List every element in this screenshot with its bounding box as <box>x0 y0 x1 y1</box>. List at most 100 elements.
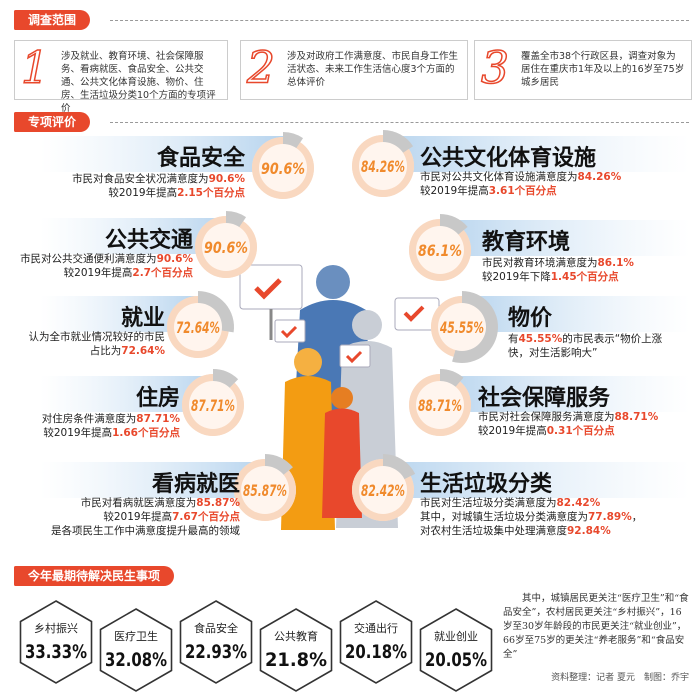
scope-text: 涉及就业、教育环境、社会保障服务、看病就医、食品安全、公共交通、公共文化体育设施… <box>61 51 216 114</box>
priority-value: 32.08% <box>105 649 167 671</box>
highlight: 85.87% <box>196 497 240 509</box>
item-title: 公共文化体育设施 <box>420 145 597 171</box>
description-line: 认为全市就业情况较好的市民 <box>29 330 166 344</box>
text: 较2019年下降 <box>482 271 551 283</box>
title-band <box>40 462 265 498</box>
text: 的市民表示“物价上涨 <box>562 333 663 345</box>
item-description: 有45.55%的市民表示“物价上涨 快，对生活影响大” <box>508 332 662 360</box>
text: 市民对社会保障服务满意度为 <box>478 411 615 423</box>
scope-box: 2 涉及对政府工作满意度、市民自身工作生活状态、未来工作生活信心度3个方面的总体评… <box>240 40 468 100</box>
text: 市民对看病就医满意度为 <box>80 497 197 509</box>
priority-hexagons: 乡村振兴 33.33% 医疗卫生 32.08% 食品安全 22.93% 公共教育 21.8% 交… <box>19 600 493 692</box>
item-title: 食品安全 <box>156 145 245 171</box>
hexagon <box>259 608 333 692</box>
description-line: 较2019年提高2.7个百分点 <box>20 266 193 280</box>
title-band <box>40 136 283 172</box>
item-description: 市民对教育环境满意度为86.1% 较2019年下降1.45个百分点 <box>482 256 634 284</box>
section-tag: 调查范围 <box>14 10 91 30</box>
ring-inner <box>174 303 222 351</box>
item-title: 公共交通 <box>104 227 193 253</box>
description-line: 较2019年提高1.66个百分点 <box>42 426 180 440</box>
description-line: 市民对食品安全状况满意度为90.6% <box>72 172 245 186</box>
item-title: 住房 <box>135 385 180 411</box>
priority-value: 20.18% <box>345 641 407 663</box>
item-title: 生活垃圾分类 <box>420 471 553 497</box>
hexagon <box>19 600 93 684</box>
people-illustration <box>239 264 440 530</box>
ring-inner <box>189 381 237 429</box>
highlight: 0.31个百分点 <box>546 425 615 437</box>
highlight: 92.84% <box>567 525 611 537</box>
highlight: 2.15个百分点 <box>177 187 245 199</box>
item-description: 认为全市就业情况较好的市民 占比为72.64% <box>29 330 166 358</box>
text: 市民对公共交通便利满意度为 <box>20 253 157 265</box>
note: 其中，城镇居民更关注“医疗卫生”和“食品安全”，农村居民更关注“乡村振兴”，16… <box>503 593 689 660</box>
description-line: 占比为72.64% <box>29 344 165 358</box>
text: ， <box>631 511 643 523</box>
ring-label: 90.6% <box>261 159 305 178</box>
hexagon <box>419 608 493 692</box>
item-title: 就业 <box>120 305 165 331</box>
text: 有 <box>508 333 519 345</box>
item-title: 物价 <box>508 305 553 331</box>
description-line: 较2019年提高0.31个百分点 <box>478 424 658 438</box>
highlight: 90.6% <box>208 173 245 185</box>
highlight: 86.1% <box>597 257 634 269</box>
title-bands <box>40 136 690 498</box>
text: 较2019年提高 <box>420 185 489 197</box>
scope-box: 3 覆盖全市38个行政区县，调查对象为居住在重庆市1年及以上的16岁至75岁城乡居… <box>474 40 692 100</box>
title-band <box>40 218 226 254</box>
description-line: 快，对生活影响大” <box>508 346 662 360</box>
priority-value: 20.05% <box>425 649 487 671</box>
ring-inner <box>416 381 464 429</box>
text: 市民对食品安全状况满意度为 <box>72 173 209 185</box>
highlight: 84.26% <box>577 171 622 183</box>
scope-number: 3 <box>480 42 510 95</box>
body <box>322 408 362 518</box>
text: 是各项民生工作中满意度提升最高的领域 <box>51 525 240 537</box>
description-line: 对农村生活垃圾集中处理满意度92.84% <box>420 524 642 538</box>
ring-label: 72.64% <box>176 318 220 337</box>
item-description: 市民对食品安全状况满意度为90.6% 较2019年提高2.15个百分点 <box>72 172 245 200</box>
highlight: 1.66个百分点 <box>112 427 180 439</box>
priority-label: 公共教育 <box>274 629 318 643</box>
text: 较2019年提高 <box>478 425 547 437</box>
description-line: 较2019年提高2.15个百分点 <box>72 186 245 200</box>
priority-label: 医疗卫生 <box>114 629 158 643</box>
highlight: 45.55% <box>518 333 563 345</box>
ring-label: 86.1% <box>418 241 462 260</box>
ring-label: 88.71% <box>418 396 462 415</box>
text: 较2019年提高 <box>108 187 178 199</box>
ring-inner <box>241 466 289 514</box>
section-tag: 专项评价 <box>14 112 91 132</box>
ring-label: 87.71% <box>191 396 235 415</box>
divider <box>110 122 689 123</box>
text: 快，对生活影响大” <box>508 347 598 359</box>
item-description: 市民对看病就医满意度为85.87% 较2019年提高7.67个百分点 是各项民生工作… <box>51 496 240 538</box>
text: 占比为 <box>89 345 122 357</box>
item-description: 市民对公共文化体育设施满意度为84.26% 较2019年提高3.61个百分点 <box>420 170 621 198</box>
text: 市民对公共文化体育设施满意度为 <box>420 171 578 183</box>
scope-text: 涉及对政府工作满意度、市民自身工作生活状态、未来工作生活信心度3个方面的总体评价 <box>287 51 459 88</box>
priority-label: 交通出行 <box>354 621 398 635</box>
title-band <box>383 136 690 172</box>
ring-label: 84.26% <box>361 157 405 176</box>
priority-value: 33.33% <box>25 641 87 663</box>
scope-number: 2 <box>246 42 276 95</box>
head <box>294 348 322 376</box>
description-line: 市民对社会保障服务满意度为88.71% <box>478 410 658 424</box>
description-line: 有45.55%的市民表示“物价上涨 <box>508 332 662 346</box>
section-tag: 今年最期待解决民生事项 <box>14 566 175 586</box>
ring-inner <box>359 142 407 190</box>
ring-inner <box>438 303 486 351</box>
highlight: 90.6% <box>156 253 193 265</box>
highlight: 77.89% <box>588 511 632 523</box>
description-line: 较2019年提高3.61个百分点 <box>420 184 621 198</box>
priority-value: 21.8% <box>265 649 327 671</box>
text: 市民对教育环境满意度为 <box>482 257 598 269</box>
highlight: 7.67个百分点 <box>172 511 240 523</box>
title-band <box>383 462 690 498</box>
item-description: 市民对社会保障服务满意度为88.71% 较2019年提高0.31个百分点 <box>478 410 658 438</box>
text: 市民对生活垃圾分类满意度为 <box>420 497 557 509</box>
ring-inner <box>202 223 250 271</box>
